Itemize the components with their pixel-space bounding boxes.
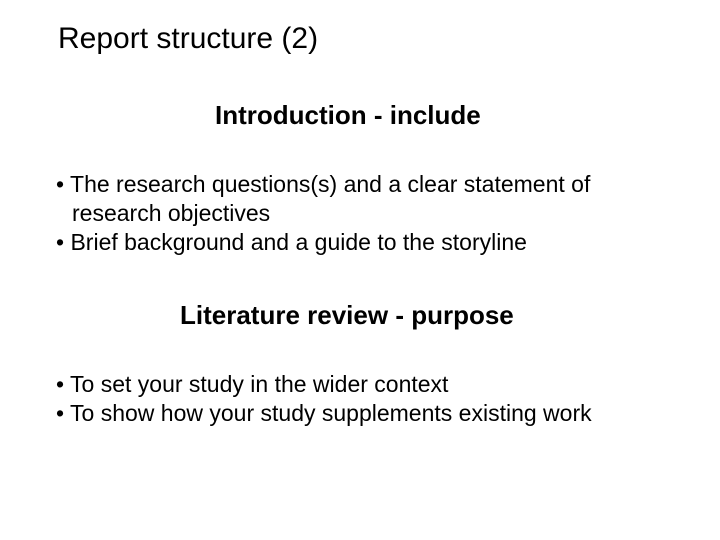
bullet-item: • Brief background and a guide to the st… [56, 228, 660, 257]
bullet-item: • To show how your study supplements exi… [56, 399, 660, 428]
bullet-text: To set your study in the wider context [70, 371, 448, 397]
section-heading-literature-review: Literature review - purpose [180, 300, 514, 331]
bullet-item: • The research questions(s) and a clear … [56, 170, 660, 199]
bullet-group-literature-review: • To set your study in the wider context… [56, 370, 660, 428]
bullet-text: The research questions(s) and a clear st… [70, 171, 590, 197]
bullet-group-introduction: • The research questions(s) and a clear … [56, 170, 660, 256]
bullet-text-cont: research objectives [56, 199, 660, 228]
bullet-text: To show how your study supplements exist… [70, 400, 592, 426]
slide-title: Report structure (2) [58, 22, 318, 56]
bullet-item: • To set your study in the wider context [56, 370, 660, 399]
slide: Report structure (2) Introduction - incl… [0, 0, 720, 540]
bullet-text: Brief background and a guide to the stor… [70, 229, 526, 255]
section-heading-introduction: Introduction - include [215, 100, 481, 131]
